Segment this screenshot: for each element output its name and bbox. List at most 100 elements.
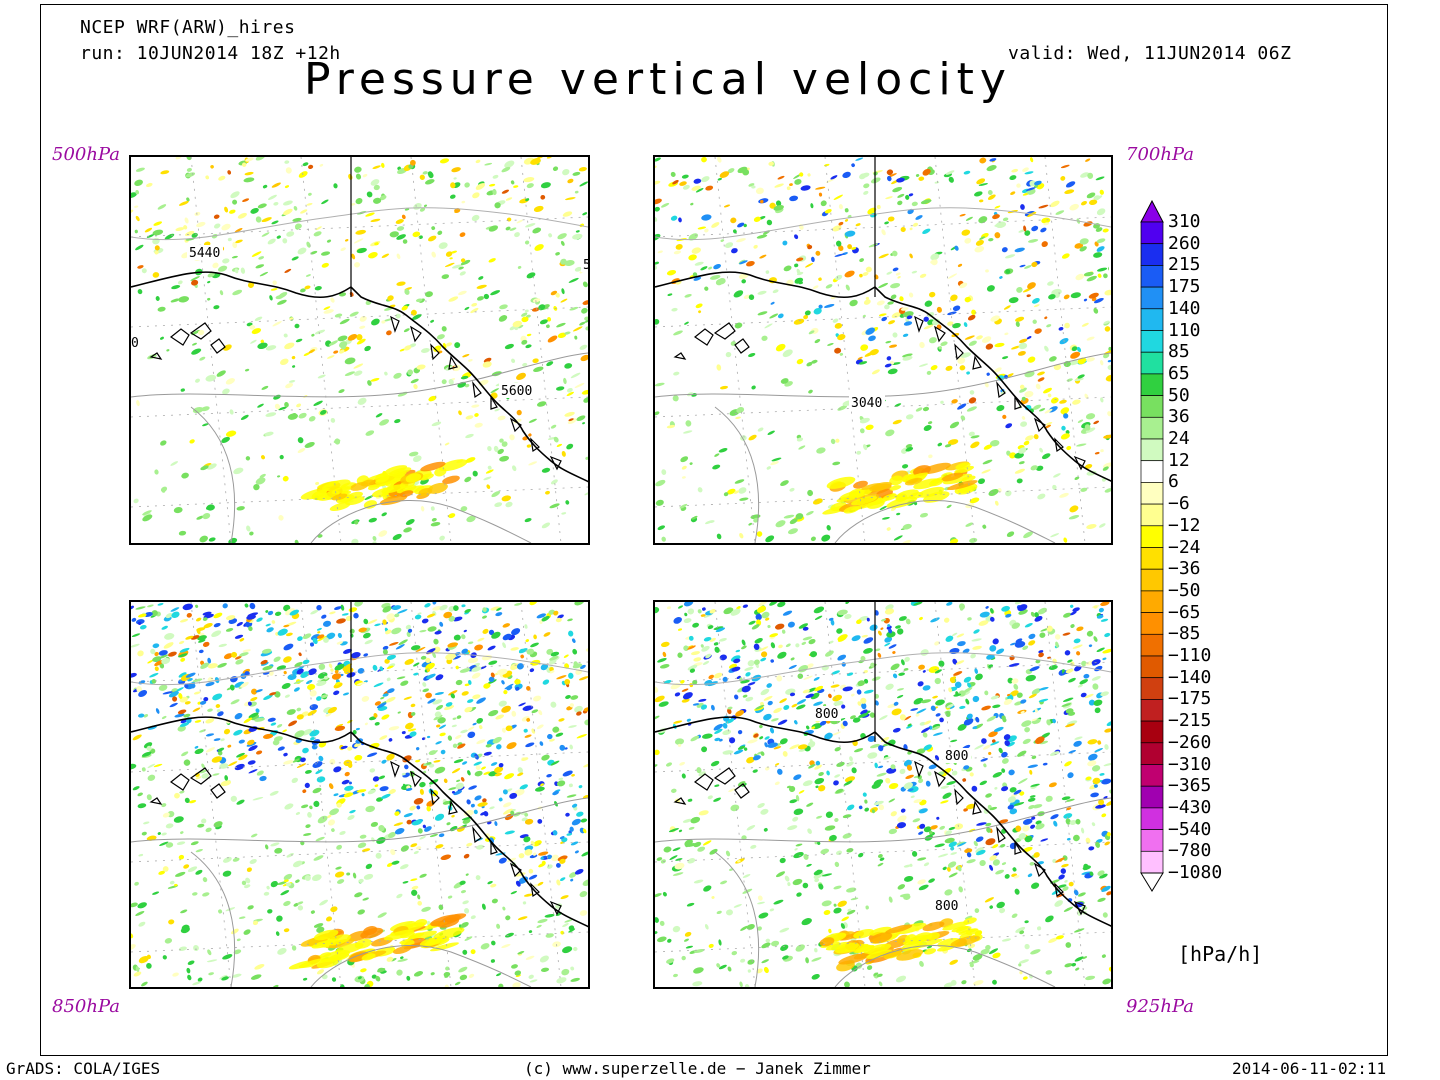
colorbar-tick-label: −24: [1168, 536, 1201, 558]
field-speckle: [1101, 954, 1106, 958]
field-speckle: [286, 882, 292, 887]
field-speckle: [957, 842, 967, 847]
field-speckle: [659, 920, 665, 926]
field-speckle: [490, 606, 500, 611]
field-speckle: [546, 854, 552, 860]
field-speckle: [407, 369, 414, 376]
field-speckle: [806, 511, 814, 516]
field-speckle: [880, 618, 887, 622]
field-speckle: [725, 850, 731, 857]
field-speckle: [460, 729, 468, 734]
field-speckle: [657, 525, 666, 531]
grid-line: [655, 751, 1111, 773]
field-speckle: [681, 174, 689, 179]
field-speckle: [234, 681, 245, 688]
field-speckle: [317, 374, 326, 379]
island-outline: [390, 315, 400, 333]
field-speckle: [981, 705, 991, 711]
field-speckle: [239, 638, 245, 642]
field-speckle: [138, 680, 146, 685]
field-speckle: [962, 687, 973, 694]
field-speckle: [757, 901, 765, 905]
field-speckle: [1106, 832, 1111, 837]
field-speckle: [753, 659, 760, 665]
field-speckle: [165, 823, 174, 829]
field-speckle: [1104, 326, 1111, 332]
field-speckle: [808, 330, 815, 335]
field-speckle: [263, 694, 273, 701]
field-speckle: [979, 236, 986, 240]
field-speckle: [690, 816, 701, 824]
field-speckle: [1018, 447, 1027, 454]
field-speckle: [887, 216, 895, 222]
field-speckle: [430, 522, 441, 527]
field-speckle: [294, 323, 300, 329]
storm-band: [819, 937, 835, 947]
field-speckle: [888, 828, 898, 835]
field-speckle: [951, 399, 958, 404]
field-speckle: [764, 323, 773, 329]
field-speckle: [399, 864, 409, 870]
field-speckle: [825, 284, 833, 289]
field-speckle: [930, 825, 938, 830]
field-speckle: [837, 634, 848, 641]
field-speckle: [667, 293, 673, 296]
field-speckle: [824, 825, 836, 831]
field-speckle: [1061, 863, 1069, 868]
field-speckle: [564, 919, 573, 923]
field-speckle: [245, 456, 251, 461]
field-speckle: [1009, 690, 1019, 697]
field-speckle: [957, 723, 967, 731]
field-speckle: [884, 608, 895, 615]
field-speckle: [1100, 602, 1110, 607]
field-speckle: [773, 899, 784, 905]
field-speckle: [585, 456, 588, 460]
field-speckle: [138, 955, 149, 964]
field-speckle: [981, 336, 992, 343]
field-speckle: [844, 981, 850, 987]
field-speckle: [556, 780, 566, 787]
colorbar-tick-label: 36: [1168, 406, 1190, 428]
field-speckle: [1083, 298, 1088, 302]
field-speckle: [166, 349, 170, 352]
field-speckle: [1029, 769, 1033, 775]
field-speckle: [233, 467, 244, 475]
field-speckle: [131, 617, 137, 622]
field-speckle: [438, 904, 444, 911]
field-speckle: [562, 168, 570, 176]
field-speckle: [433, 714, 443, 721]
field-speckle: [445, 342, 453, 347]
field-speckle: [257, 342, 268, 350]
field-speckle: [988, 488, 999, 497]
field-speckle: [436, 334, 445, 340]
field-speckle: [897, 815, 907, 823]
storm-band: [326, 934, 351, 946]
field-speckle: [755, 187, 764, 195]
field-speckle: [488, 676, 495, 682]
field-speckle: [135, 167, 145, 172]
field-speckle: [174, 792, 180, 799]
field-speckle: [1080, 827, 1085, 834]
colorbar-swatch: [1140, 850, 1164, 874]
field-speckle: [546, 324, 550, 329]
field-speckle: [828, 617, 834, 621]
field-speckle: [404, 289, 410, 295]
field-speckle: [434, 630, 442, 635]
colorbar-tick-label: −175: [1168, 688, 1212, 710]
field-speckle: [778, 644, 783, 649]
field-speckle: [969, 772, 974, 777]
field-speckle: [833, 700, 844, 706]
field-speckle: [1109, 789, 1111, 794]
field-speckle: [464, 809, 474, 817]
field-speckle: [1107, 364, 1111, 370]
level-label-500: 500hPa: [52, 144, 120, 165]
field-speckle: [178, 693, 183, 699]
valid-label: valid: Wed, 11JUN2014 06Z: [1008, 43, 1292, 64]
field-speckle: [1066, 837, 1071, 841]
field-speckle: [193, 691, 201, 695]
field-speckle: [539, 319, 548, 325]
field-speckle: [302, 977, 308, 981]
field-speckle: [347, 333, 358, 341]
field-speckle: [775, 343, 786, 352]
field-speckle: [510, 810, 515, 816]
